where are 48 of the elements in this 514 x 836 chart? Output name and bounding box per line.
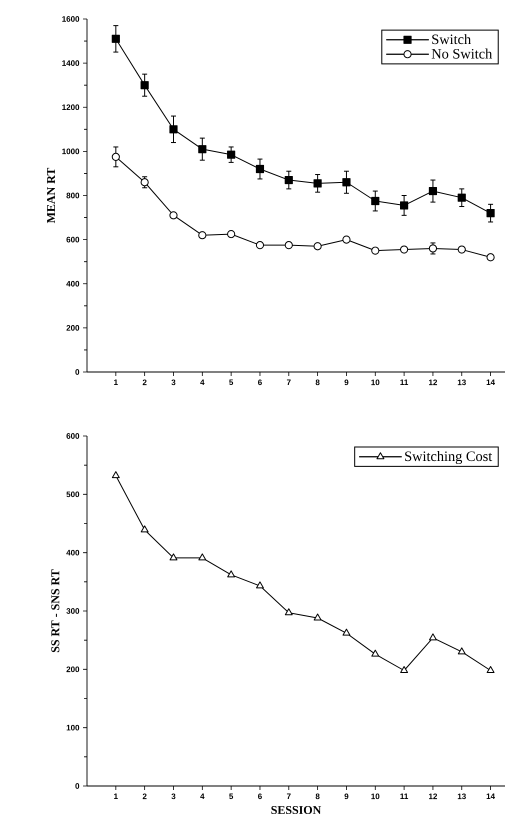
point bbox=[256, 581, 264, 588]
point bbox=[112, 471, 120, 478]
point bbox=[342, 236, 351, 244]
point bbox=[140, 525, 149, 532]
point bbox=[169, 125, 178, 134]
point bbox=[227, 230, 236, 238]
point bbox=[112, 34, 120, 43]
point bbox=[140, 81, 149, 90]
point bbox=[400, 201, 408, 210]
y-axis-title: MEAN RT bbox=[47, 168, 55, 224]
point bbox=[198, 553, 206, 560]
point bbox=[198, 231, 206, 240]
point bbox=[284, 241, 293, 250]
point bbox=[400, 666, 408, 673]
legend-label: No Switch bbox=[432, 48, 492, 59]
point bbox=[256, 241, 264, 250]
point bbox=[458, 245, 466, 254]
point bbox=[227, 150, 236, 159]
point bbox=[169, 211, 178, 220]
point bbox=[371, 650, 380, 657]
point bbox=[428, 186, 438, 196]
legend-label: Switching Cost bbox=[405, 450, 492, 464]
point bbox=[342, 178, 351, 186]
legend-label: Switch bbox=[432, 34, 471, 44]
x-axis-title: SESSION bbox=[271, 806, 322, 814]
point bbox=[140, 178, 149, 186]
point bbox=[486, 209, 495, 218]
point bbox=[314, 614, 322, 620]
point bbox=[400, 245, 408, 254]
point bbox=[428, 244, 438, 253]
point bbox=[227, 570, 236, 578]
point bbox=[458, 194, 466, 202]
point bbox=[486, 666, 495, 673]
y-axis-title: SS RT - SNS RT bbox=[51, 569, 60, 652]
point bbox=[112, 152, 120, 161]
point bbox=[284, 608, 293, 616]
point bbox=[371, 196, 380, 206]
point bbox=[170, 553, 178, 560]
point bbox=[314, 242, 322, 250]
point bbox=[458, 647, 466, 654]
point bbox=[371, 246, 380, 255]
point bbox=[284, 176, 293, 184]
point bbox=[428, 633, 437, 640]
point bbox=[256, 164, 264, 174]
point bbox=[314, 179, 322, 188]
point bbox=[198, 145, 206, 154]
point bbox=[486, 253, 495, 262]
point bbox=[342, 628, 350, 636]
